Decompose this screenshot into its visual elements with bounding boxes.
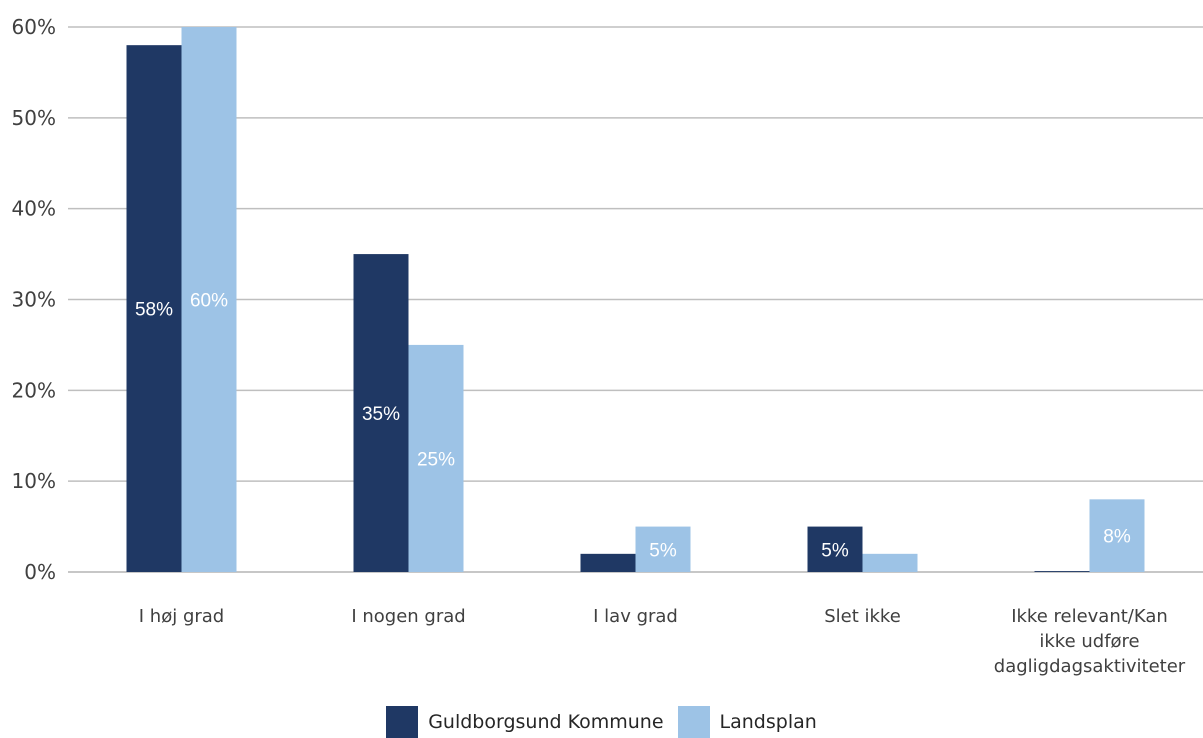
- bar-landsplan: [408, 344, 464, 572]
- bar-guldborgsund: [580, 553, 636, 572]
- legend-label-landsplan: Landsplan: [719, 711, 817, 733]
- y-tick-label: 50%: [12, 106, 56, 130]
- bar-landsplan: [635, 526, 691, 572]
- bar-guldborgsund: [1034, 571, 1090, 572]
- x-category-label: Ikke relevant/Kan: [1011, 606, 1168, 627]
- bar-chart: 0%10%20%30%40%50%60% 58% 60%35%25%5% 5%8% …: [12, 15, 1203, 677]
- bars: [126, 27, 1145, 573]
- data-label: 25%: [417, 449, 455, 470]
- legend: Guldborgsund Kommune Landsplan: [0, 706, 1203, 738]
- x-category-label: Slet ikke: [824, 606, 901, 627]
- y-axis-ticks: 0% 10% 20% 30% 40% 50% 60%: [12, 15, 56, 584]
- legend-swatch-guldborgsund: [386, 706, 419, 738]
- bar-guldborgsund: [126, 45, 182, 572]
- data-label: 8%: [1103, 527, 1131, 548]
- data-labels: 58% 60% 35% 25% 5% 5% 8%: [135, 291, 1131, 562]
- bar-guldborgsund: [807, 526, 863, 572]
- y-tick-label: 10%: [12, 469, 56, 493]
- y-tick-label: 0%: [24, 560, 56, 584]
- x-axis-categories: I høj grad I nogen grad I lav grad Slet ikk…: [139, 606, 1186, 677]
- gridlines: [68, 26, 1203, 573]
- bar-landsplan: [181, 27, 237, 572]
- x-category-label: dagligdagsaktiviteter: [994, 656, 1186, 677]
- data-label: 5%: [821, 540, 849, 561]
- bar-landsplan: [862, 553, 918, 572]
- legend-item-guldborgsund: Guldborgsund Kommune: [386, 706, 664, 738]
- y-tick-label: 30%: [12, 288, 56, 312]
- y-tick-label: 60%: [12, 15, 56, 39]
- x-category-label: I lav grad: [593, 606, 678, 627]
- data-label: 60%: [190, 291, 228, 312]
- bar-landsplan: [1089, 499, 1145, 572]
- y-tick-label: 40%: [12, 197, 56, 221]
- legend-swatch-landsplan: [677, 706, 710, 738]
- x-category-label: ikke udføre: [1039, 631, 1139, 652]
- x-category-label: I nogen grad: [351, 606, 465, 627]
- bar-guldborgsund: [353, 254, 409, 573]
- legend-item-landsplan: Landsplan: [677, 706, 817, 738]
- data-label: 58%: [135, 300, 173, 321]
- legend-label-guldborgsund: Guldborgsund Kommune: [428, 711, 664, 733]
- x-category-label: I høj grad: [139, 606, 224, 627]
- data-label: 35%: [362, 404, 400, 425]
- data-label: 5%: [649, 540, 677, 561]
- y-tick-label: 20%: [12, 378, 56, 402]
